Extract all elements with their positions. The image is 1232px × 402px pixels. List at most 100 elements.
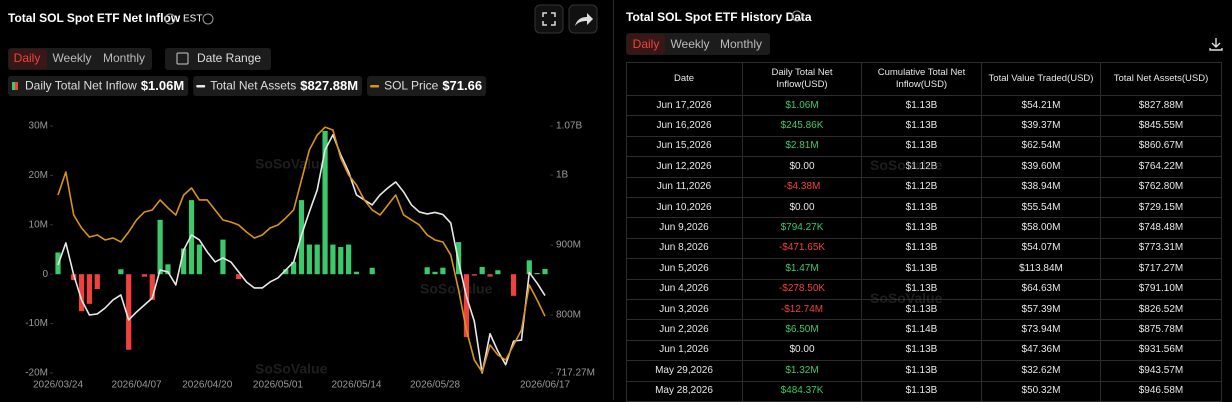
y2-tick-label: 717.27M xyxy=(556,368,595,379)
table-cell: $1.14B xyxy=(862,320,982,340)
tab[interactable]: Monthly xyxy=(714,34,768,54)
table-cell: $50.32M xyxy=(982,382,1101,402)
table-cell: $1.13B xyxy=(862,300,982,320)
legend-swatch xyxy=(12,82,15,90)
tab[interactable]: Weekly xyxy=(670,34,710,54)
table-cell: $54.07M xyxy=(982,239,1101,259)
table-cell: $1.32M xyxy=(743,361,862,381)
timezone: EST xyxy=(183,14,202,25)
table-cell: $1.13B xyxy=(862,382,982,402)
legend-item: Total Net Assets $827.88M xyxy=(193,76,362,96)
y2-tick-label: 1B xyxy=(556,170,569,181)
table-cell: $717.27M xyxy=(1101,259,1222,279)
legend-value: $827.88M xyxy=(300,78,358,93)
table-cell: $875.78M xyxy=(1101,320,1222,340)
table-cell: $1.13B xyxy=(862,341,982,361)
table-cell: $826.52M xyxy=(1101,300,1222,320)
table-cell: $1.13B xyxy=(862,280,982,300)
table-cell: $1.13B xyxy=(862,116,982,136)
table-cell: Jun 3,2026 xyxy=(626,300,743,320)
table-cell: $791.10M xyxy=(1101,280,1222,300)
date-range-label[interactable]: Date Range xyxy=(197,51,261,65)
table-cell: -$12.74M xyxy=(743,300,862,320)
table-cell: $0.00 xyxy=(743,198,862,218)
bar xyxy=(354,272,359,274)
column-header: Date xyxy=(626,62,743,96)
legend-value: $71.66 xyxy=(442,78,482,93)
table-cell: Jun 10,2026 xyxy=(626,198,743,218)
legend-swatch xyxy=(196,85,205,88)
divider xyxy=(613,0,614,400)
legend-item: Daily Total Net Inflow $1.06M xyxy=(8,76,188,96)
legend-value: $1.06M xyxy=(141,78,184,93)
table-cell: $1.13B xyxy=(862,137,982,157)
legend-label: Daily Total Net Inflow xyxy=(25,79,137,93)
tab[interactable]: Monthly xyxy=(103,51,145,65)
x-tick-label: 2026/05/14 xyxy=(331,380,381,391)
table-cell: $57.39M xyxy=(982,300,1101,320)
bar xyxy=(346,245,351,275)
bar xyxy=(315,245,320,275)
table-cell: Jun 17,2026 xyxy=(626,96,743,116)
table-cell: $73.94M xyxy=(982,320,1101,340)
table-cell: $729.15M xyxy=(1101,198,1222,218)
table-cell: Jun 15,2026 xyxy=(626,137,743,157)
tab[interactable]: Weekly xyxy=(52,51,91,65)
table-cell: $764.22M xyxy=(1101,157,1222,177)
bar xyxy=(480,267,485,274)
table-cell: -$471.65K xyxy=(743,239,862,259)
y-tick-label: 10M xyxy=(29,219,48,230)
x-tick-label: 2026/05/01 xyxy=(253,380,303,391)
tab-group: Daily Weekly Monthly xyxy=(626,33,770,55)
bar xyxy=(425,267,430,274)
y-tick-label: 20M xyxy=(29,170,48,181)
table-cell: $54.21M xyxy=(982,96,1101,116)
table-cell: $6.50M xyxy=(743,320,862,340)
bar xyxy=(197,245,202,275)
table-cell: $1.13B xyxy=(862,198,982,218)
info-icon[interactable] xyxy=(791,10,803,22)
column-header: Total Net Assets(USD) xyxy=(1101,62,1222,96)
table-cell: $2.81M xyxy=(743,137,862,157)
table-cell: May 29,2026 xyxy=(626,361,743,381)
table-cell: $484.37K xyxy=(743,382,862,402)
bar xyxy=(220,240,225,275)
legend: Daily Total Net Inflow $1.06M Total Net As… xyxy=(8,76,486,96)
y-tick-label: 0 xyxy=(42,269,48,280)
table-cell: $1.06M xyxy=(743,96,862,116)
info-icon[interactable] xyxy=(203,14,213,24)
table-cell: $55.54M xyxy=(982,198,1101,218)
bar xyxy=(142,274,147,276)
tab[interactable]: Daily xyxy=(627,34,665,54)
bar xyxy=(495,270,500,274)
bar xyxy=(487,274,492,276)
table-cell: $1.13B xyxy=(862,218,982,238)
table-cell: Jun 9,2026 xyxy=(626,218,743,238)
download-icon[interactable] xyxy=(1208,36,1224,52)
chart-title: Total SOL Spot ETF Net Inflow xyxy=(8,11,181,25)
table-cell: $32.62M xyxy=(982,361,1101,381)
x-tick-label: 2026/03/24 xyxy=(33,380,83,391)
table-cell: $773.31M xyxy=(1101,239,1222,259)
table-cell: $58.00M xyxy=(982,218,1101,238)
watermark: SoSoValue xyxy=(255,361,328,377)
table-cell: $946.58M xyxy=(1101,382,1222,402)
fullscreen-button[interactable] xyxy=(535,5,563,33)
y2-tick-label: 800M xyxy=(556,310,581,321)
bar xyxy=(535,273,540,274)
table-cell: Jun 11,2026 xyxy=(626,178,743,198)
table-cell: $62.54M xyxy=(982,137,1101,157)
table-cell: $827.88M xyxy=(1101,96,1222,116)
bar xyxy=(472,274,477,275)
table-cell: $0.00 xyxy=(743,341,862,361)
legend-label: Total Net Assets xyxy=(210,79,296,93)
tab[interactable]: Daily xyxy=(14,51,41,65)
table-cell: -$4.38M xyxy=(743,178,862,198)
table-cell: May 28,2026 xyxy=(626,382,743,402)
table-cell: $1.47M xyxy=(743,259,862,279)
table-cell: $762.80M xyxy=(1101,178,1222,198)
bar xyxy=(432,272,437,274)
legend-swatch xyxy=(370,85,379,88)
table-cell: $1.13B xyxy=(862,239,982,259)
